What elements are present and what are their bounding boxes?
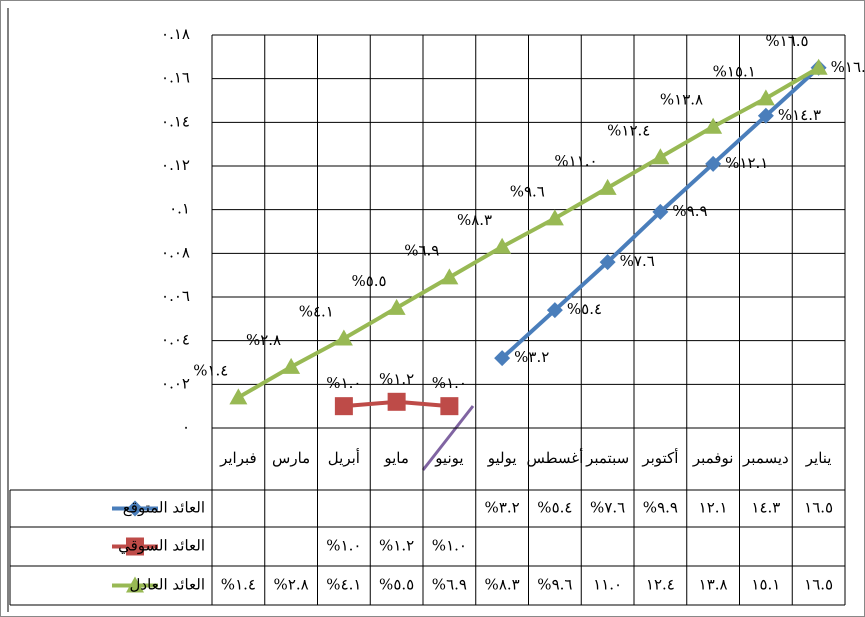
marker [126,576,144,593]
data-label: %١٤.٣ [778,106,821,124]
table-cell: %٥.٤ [537,499,572,517]
x-tick-label: ديسمبر [742,449,789,467]
table-cell: %١.٢ [379,537,414,555]
table-cell: ١٦.٥ [804,576,833,594]
data-label: %٣.٢ [514,348,549,366]
marker [440,268,459,285]
data-label: %١.٢ [379,370,414,388]
x-tick-label: يونيو [434,449,463,467]
table-cell: ١٤.٣ [751,499,780,517]
data-label: %٥.٤ [567,300,602,318]
marker [494,350,511,367]
marker [127,500,143,517]
data-label: %٩.٩ [672,202,707,220]
y-tick-label: ٠.٠٢ [161,374,190,392]
data-label: %١٣.٨ [660,91,703,109]
table-cell: ١١.٠ [593,576,622,594]
series-line [237,66,820,400]
data-label: %١.٠ [326,374,361,392]
marker [599,254,616,271]
data-label: %١٢.٤ [607,121,650,139]
x-tick-label: أبريل [328,448,360,467]
legend-label: العائد المتوقع [123,499,205,517]
marker [440,397,459,416]
marker [756,89,775,106]
table-cell: %٤.١ [326,576,361,594]
table-cell: ١٢.١ [699,499,728,517]
data-label: %٩.٦ [510,182,545,200]
x-tick-label: يوليو [487,449,517,467]
data-label: %١١.٠ [554,152,597,170]
stray-line [421,405,475,471]
marker [598,178,617,195]
data-label: %٤.١ [299,302,334,320]
x-tick-label: مارس [272,449,310,467]
y-tick-label: ٠.١٨ [161,25,190,43]
y-tick-label: ٠.٠٤ [161,331,190,349]
data-label: %٧.٦ [620,252,655,270]
table-cell: %٩.٦ [537,576,572,594]
marker [651,148,670,165]
data-label: %١.٠ [432,374,467,392]
data-label: %٢.٨ [246,331,281,349]
y-tick-label: ٠ [182,418,190,436]
y-tick-label: ٠.١٦ [161,69,190,87]
table-cell: %١.٠ [432,537,467,555]
x-tick-label: أكتوبر [641,448,678,467]
table-cell: %١.٠ [326,537,361,555]
y-tick-label: ٠.٠٦ [161,287,190,305]
table-cell: %١.٤ [221,576,256,594]
y-tick-label: ٠.١٤ [161,112,190,130]
legend-label: العائد السوقي [118,537,205,555]
marker [126,537,144,556]
table-cell: %٧.٦ [590,499,625,517]
marker [652,203,669,220]
table-cell: %٦.٩ [432,576,467,594]
x-tick-label: سبتمبر [585,449,629,467]
table-cell: %٥.٥ [379,576,414,594]
marker [757,107,774,124]
marker [387,298,406,315]
table-cell: %٩.٩ [643,499,678,517]
data-label: %١٥.١ [713,62,756,80]
data-label: %٦.٩ [404,241,439,259]
marker [387,392,406,411]
marker [334,329,353,346]
y-tick-label: ٠.١٢ [161,156,190,174]
data-label: %١٦.٥ [765,32,808,50]
table-cell: ١٣.٨ [699,576,728,594]
marker [229,388,248,405]
x-tick-label: فبراير [219,449,257,467]
marker [334,397,353,416]
legend-label: العائد العادل [130,576,205,594]
marker [705,155,722,172]
data-label: %١٢.١ [725,154,768,172]
data-label: %١٦.٥ [831,58,865,76]
y-tick-label: ٠.١ [169,200,190,218]
marker [493,237,512,254]
marker [282,357,301,374]
table-cell: %٣.٢ [485,499,520,517]
x-tick-label: مايو [383,449,409,467]
marker [545,209,564,226]
x-tick-label: يناير [805,449,832,467]
data-label: %٨.٣ [457,211,492,229]
data-label: %٥.٥ [351,272,386,290]
table-cell: ١٢.٤ [646,576,675,594]
x-tick-label: أغسطس [526,448,583,467]
marker [809,58,828,75]
table-cell: %٢.٨ [274,576,309,594]
marker [704,117,723,134]
data-label: %١.٤ [193,361,228,379]
x-tick-label: نوفمبر [692,449,734,467]
marker [546,302,563,319]
table-cell: %٨.٣ [485,576,520,594]
table-cell: ١٥.١ [751,576,780,594]
table-cell: ١٦.٥ [804,499,833,517]
y-tick-label: ٠.٠٨ [161,243,190,261]
